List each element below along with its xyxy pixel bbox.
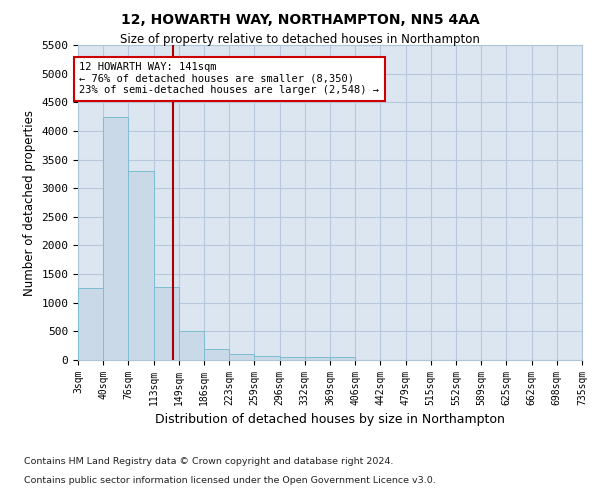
Bar	[78, 288, 103, 360]
Bar	[330, 357, 355, 360]
Text: Distribution of detached houses by size in Northampton: Distribution of detached houses by size …	[155, 412, 505, 426]
Text: Contains public sector information licensed under the Open Government Licence v3: Contains public sector information licen…	[24, 476, 436, 485]
Text: 12 HOWARTH WAY: 141sqm
← 76% of detached houses are smaller (8,350)
23% of semi-: 12 HOWARTH WAY: 141sqm ← 76% of detached…	[79, 62, 379, 96]
Bar	[179, 332, 204, 360]
Bar	[254, 356, 280, 360]
Text: 12, HOWARTH WAY, NORTHAMPTON, NN5 4AA: 12, HOWARTH WAY, NORTHAMPTON, NN5 4AA	[121, 12, 479, 26]
Bar	[280, 357, 305, 360]
Text: Contains HM Land Registry data © Crown copyright and database right 2024.: Contains HM Land Registry data © Crown c…	[24, 458, 394, 466]
Text: Size of property relative to detached houses in Northampton: Size of property relative to detached ho…	[120, 32, 480, 46]
Bar	[305, 357, 330, 360]
Bar	[154, 286, 179, 360]
Bar	[229, 354, 254, 360]
Bar	[128, 171, 154, 360]
Y-axis label: Number of detached properties: Number of detached properties	[23, 110, 36, 296]
Bar	[204, 349, 229, 360]
Bar	[103, 116, 128, 360]
